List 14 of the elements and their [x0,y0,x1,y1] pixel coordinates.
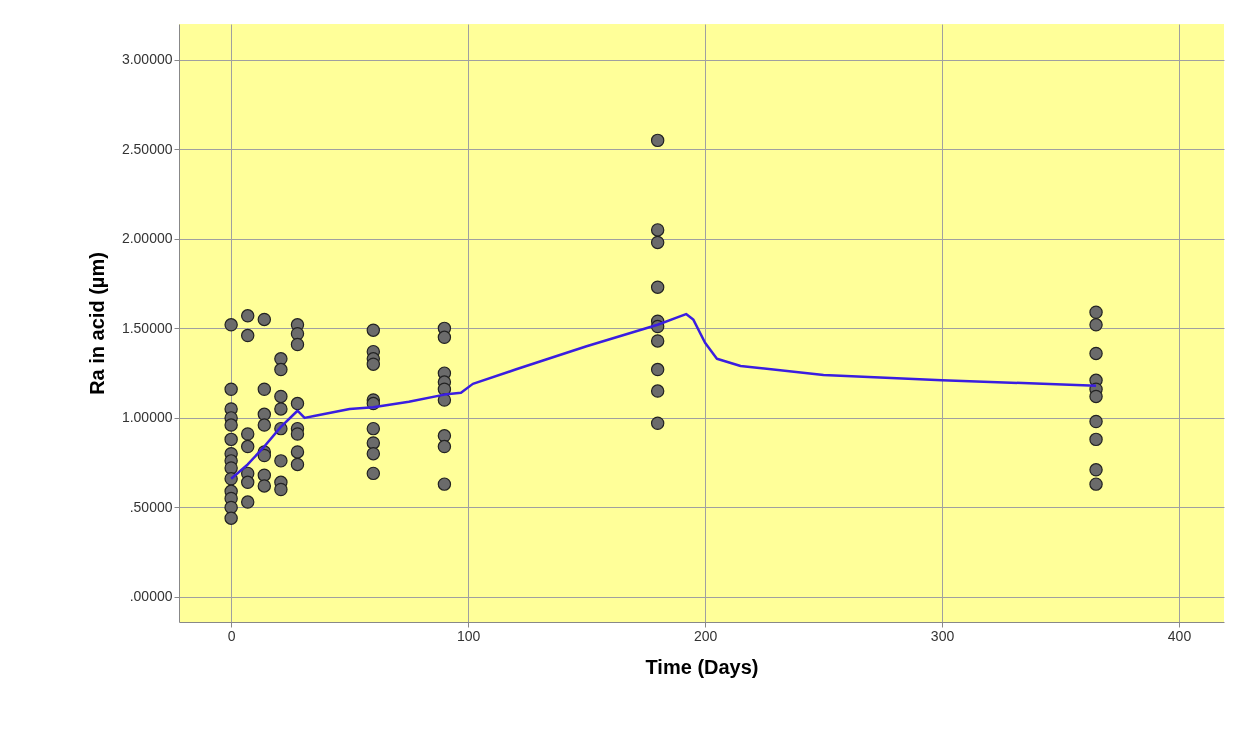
y-tick-label: 1.00000 [121,409,173,426]
y-tick-label: 2.00000 [121,230,173,247]
y-tick-label: 3.00000 [121,51,173,68]
x-tick-label: 300 [930,627,955,644]
x-tick-label: 100 [456,627,481,644]
y-tick-label: 1.50000 [121,319,173,336]
x-tick-label: 200 [693,627,718,644]
x-tick-label: 400 [1167,627,1192,644]
y-tick-label: 2.50000 [121,140,173,157]
y-tick-label: .50000 [129,498,173,515]
x-tick-label: 0 [227,627,236,644]
y-tick-label: .00000 [129,588,173,605]
x-axis-title: Time (Days) [645,655,759,678]
y-axis-title: Ra in acid (µm) [85,252,108,395]
